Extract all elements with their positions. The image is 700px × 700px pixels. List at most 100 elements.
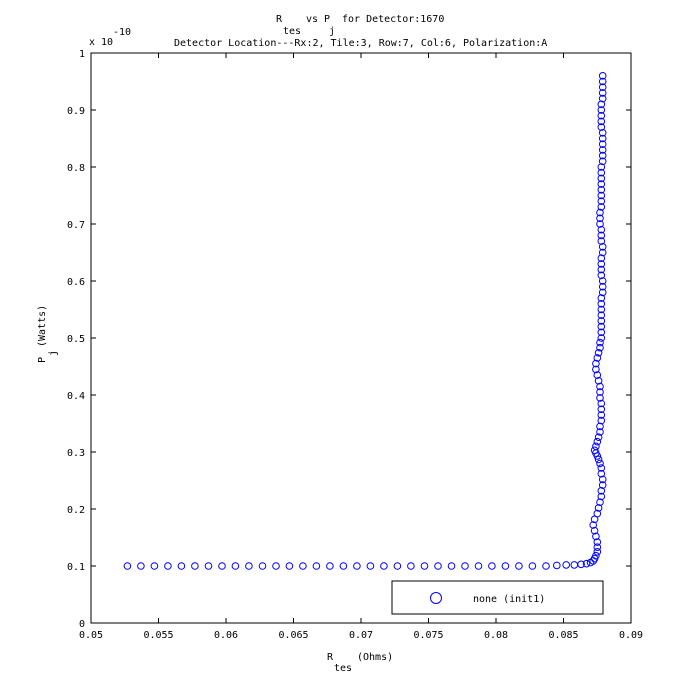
data-point xyxy=(598,83,607,91)
data-point xyxy=(582,559,591,568)
title-r-sub: tes xyxy=(283,26,301,37)
data-point xyxy=(597,260,606,268)
data-point xyxy=(542,562,550,570)
data-point xyxy=(570,561,579,569)
data-point xyxy=(597,237,606,245)
data-point xyxy=(353,562,361,570)
y-tick-label: 0.4 xyxy=(67,391,85,402)
data-point xyxy=(592,551,600,560)
data-point xyxy=(597,487,606,495)
legend-entry-label: none (init1) xyxy=(473,594,545,605)
data-point xyxy=(597,254,606,263)
x-label-main: R xyxy=(327,652,334,663)
y-multiplier-exponent: -10 xyxy=(113,27,131,38)
data-point xyxy=(598,94,607,103)
data-point xyxy=(597,106,606,114)
data-point xyxy=(598,248,607,257)
data-point xyxy=(501,562,510,570)
data-point xyxy=(597,492,606,501)
data-point xyxy=(474,562,483,570)
legend: none (init1) xyxy=(391,580,604,615)
data-point xyxy=(177,562,186,570)
data-point xyxy=(598,151,607,160)
title-detector: for Detector:1670 xyxy=(342,14,444,25)
data-point xyxy=(598,129,607,137)
data-point xyxy=(231,562,240,570)
x-tick-label: 0.08 xyxy=(484,630,508,641)
x-tick-label: 0.065 xyxy=(278,630,308,641)
data-point xyxy=(594,504,603,512)
data-point xyxy=(593,509,602,518)
data-point xyxy=(597,469,606,478)
data-point xyxy=(597,168,606,177)
x-tick-label: 0.07 xyxy=(349,630,373,641)
data-point xyxy=(598,481,607,489)
data-point xyxy=(589,521,598,529)
legend-box xyxy=(391,580,604,615)
data-point xyxy=(597,271,606,280)
data-point xyxy=(598,288,607,297)
data-point xyxy=(592,359,600,368)
data-point xyxy=(597,203,606,211)
data-point xyxy=(590,446,599,455)
data-point xyxy=(407,562,415,570)
data-point xyxy=(137,562,145,570)
y-tick-label: 0 xyxy=(79,619,85,630)
data-point xyxy=(598,277,607,285)
y-tick-label: 0.2 xyxy=(67,505,85,516)
data-point xyxy=(596,208,604,217)
data-point xyxy=(598,89,607,97)
data-point xyxy=(597,305,606,314)
data-point xyxy=(434,562,442,570)
data-point xyxy=(597,300,606,308)
data-point xyxy=(366,562,375,570)
title-r-main: R xyxy=(276,14,283,25)
data-point xyxy=(393,562,402,570)
data-point xyxy=(597,311,606,320)
data-point xyxy=(191,562,199,570)
data-point xyxy=(593,437,602,446)
chart-title: R tes vs P j for Detector:1670 Detector … xyxy=(174,14,547,49)
y-tick-label: 0.9 xyxy=(67,106,85,117)
x-tick-label: 0.09 xyxy=(619,630,643,641)
data-point xyxy=(596,338,604,347)
data-point xyxy=(596,220,604,228)
data-point xyxy=(312,562,321,570)
data-point xyxy=(597,334,606,342)
data-point xyxy=(598,140,607,148)
y-multiplier-base: x 10 xyxy=(89,37,113,48)
data-point xyxy=(597,117,606,126)
y-tick-label: 0.3 xyxy=(67,448,85,459)
y-axis-ticks: 0 0.1 0.2 0.3 0.4 0.5 0.6 0.7 0.8 0.9 1 xyxy=(67,49,631,630)
y-tick-label: 0.1 xyxy=(67,562,85,573)
data-point xyxy=(592,532,600,541)
y-multiplier: x 10 -10 xyxy=(89,27,131,48)
data-point xyxy=(598,282,607,291)
data-point xyxy=(258,562,267,570)
data-point xyxy=(596,394,604,402)
data-point xyxy=(577,560,585,569)
data-point xyxy=(299,562,307,570)
data-point xyxy=(594,377,603,385)
data-point xyxy=(597,294,606,302)
data-point xyxy=(597,416,606,425)
title-p-sub: j xyxy=(329,26,335,37)
data-point xyxy=(553,561,561,570)
data-point xyxy=(204,562,213,570)
data-point xyxy=(597,399,606,408)
data-point xyxy=(590,526,599,535)
data-series-none-init1 xyxy=(123,72,607,570)
data-point xyxy=(596,214,604,223)
data-point xyxy=(597,111,606,120)
x-tick-label: 0.075 xyxy=(413,630,443,641)
data-point xyxy=(515,562,523,570)
data-point xyxy=(596,498,604,507)
title-line2: Detector Location---Rx:2, Tile:3, Row:7,… xyxy=(174,38,547,49)
data-point xyxy=(597,191,606,200)
data-point xyxy=(150,562,159,570)
x-axis-ticks: 0.05 0.055 0.06 0.065 0.07 0.075 0.08 0.085 0.09 xyxy=(79,53,643,641)
data-point xyxy=(593,538,602,546)
data-point xyxy=(592,442,600,451)
data-point xyxy=(597,405,606,414)
data-point xyxy=(598,77,607,86)
